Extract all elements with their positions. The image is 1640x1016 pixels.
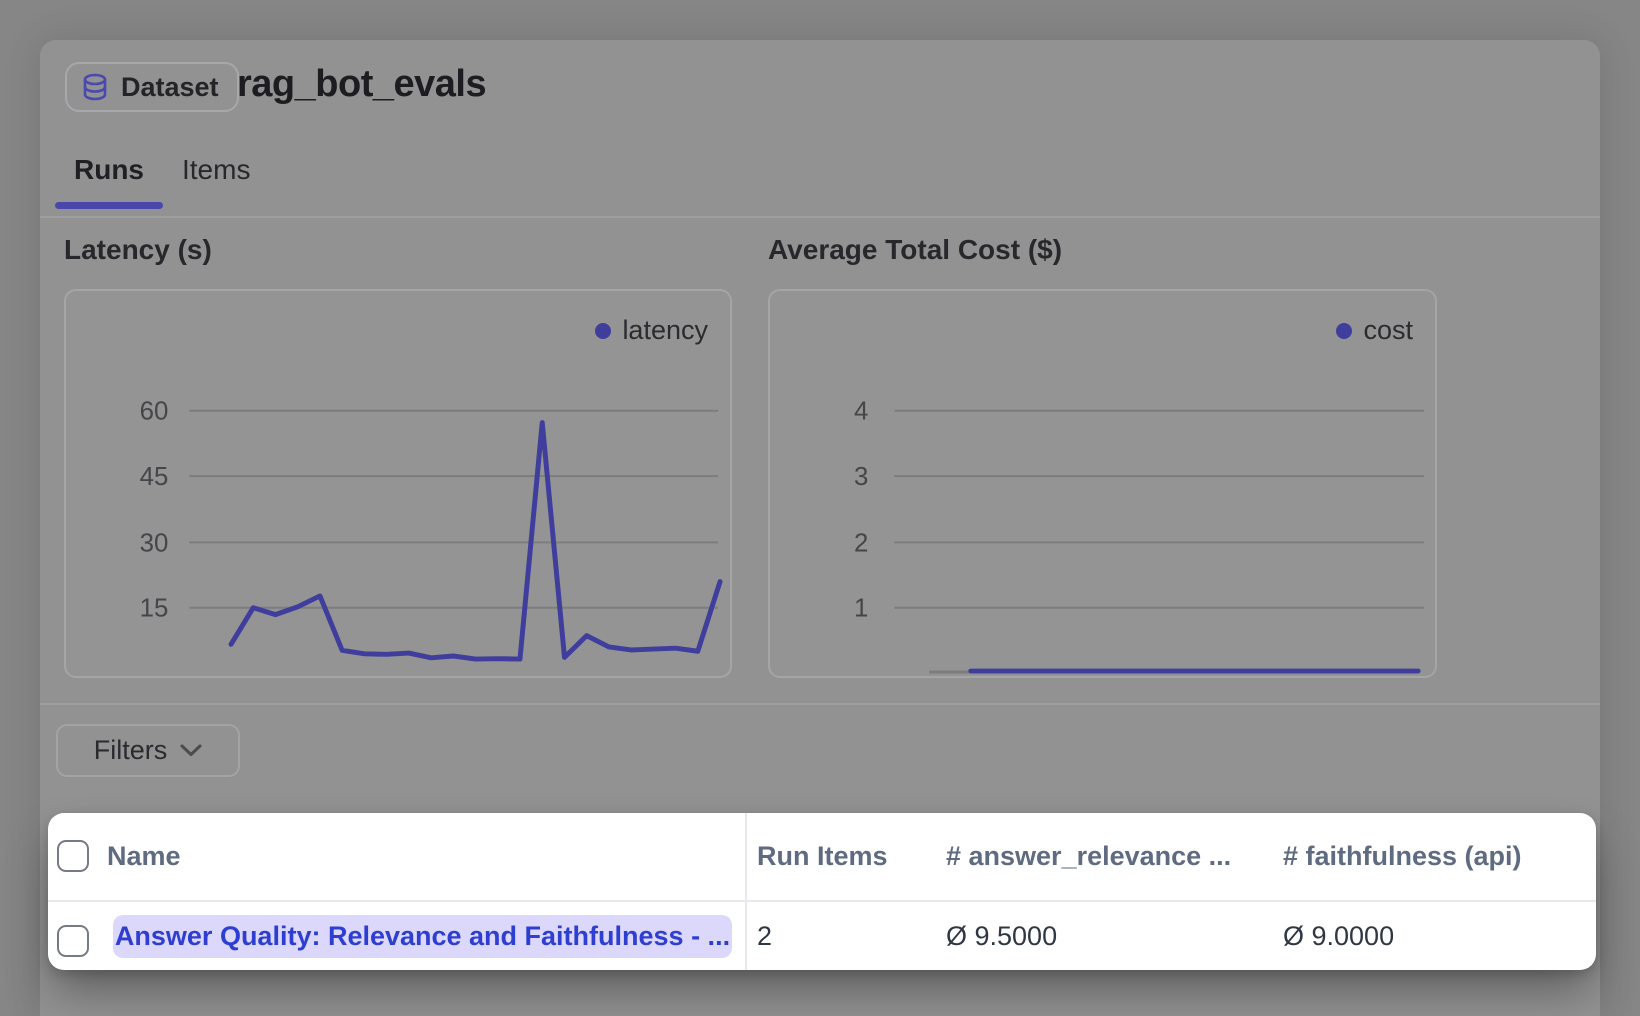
- column-header-run-items: Run Items: [757, 841, 888, 871]
- svg-text:3: 3: [854, 463, 868, 491]
- latency-chart-card: 60 45 30 15 latency: [64, 289, 732, 678]
- svg-text:1: 1: [854, 595, 868, 623]
- column-divider: [745, 813, 747, 970]
- latency-legend[interactable]: latency: [595, 315, 708, 346]
- svg-text:30: 30: [140, 529, 169, 557]
- cost-chart-card: 4 3 2 1 cost: [768, 289, 1437, 678]
- cost-line-chart: 4 3 2 1: [854, 398, 1425, 674]
- section-divider: [40, 703, 1600, 705]
- tab-items[interactable]: Items: [182, 154, 251, 185]
- runs-table: Name Run Items # answer_relevance ... # …: [48, 813, 1596, 970]
- svg-text:60: 60: [140, 398, 169, 426]
- filters-button[interactable]: Filters: [56, 724, 240, 777]
- row-checkbox[interactable]: [57, 925, 89, 957]
- dataset-detail-panel: Dataset rag_bot_evals Runs Items Latency…: [40, 40, 1600, 1016]
- filters-button-label: Filters: [93, 735, 168, 765]
- latency-legend-label: latency: [622, 315, 708, 345]
- column-header-faithfulness: # faithfulness (api): [1283, 841, 1522, 871]
- faithfulness-value: Ø 9.0000: [1283, 920, 1395, 951]
- column-header-name: Name: [107, 841, 181, 871]
- svg-text:2: 2: [854, 529, 868, 557]
- svg-text:4: 4: [854, 398, 868, 426]
- cost-chart-title: Average Total Cost ($): [768, 234, 1063, 265]
- tabs: Runs Items: [55, 146, 269, 209]
- latency-chart-title: Latency (s): [64, 234, 212, 265]
- page-title: rag_bot_evals: [237, 63, 487, 105]
- tabs-divider: [40, 216, 1600, 218]
- column-header-answer-relevance: # answer_relevance ...: [946, 841, 1232, 871]
- latency-line-chart: 60 45 30 15: [140, 398, 723, 662]
- svg-text:45: 45: [140, 463, 169, 491]
- header-row-divider: [48, 900, 1596, 902]
- tab-runs[interactable]: Runs: [55, 146, 163, 209]
- dataset-badge: Dataset: [65, 62, 239, 112]
- cost-legend[interactable]: cost: [1336, 315, 1413, 346]
- svg-text:15: 15: [140, 595, 169, 623]
- cost-legend-label: cost: [1363, 315, 1413, 345]
- select-all-checkbox[interactable]: [57, 840, 89, 872]
- run-name-link[interactable]: Answer Quality: Relevance and Faithfulne…: [113, 915, 732, 958]
- cost-legend-dot-icon: [1336, 322, 1353, 339]
- latency-legend-dot-icon: [595, 322, 612, 339]
- database-icon: [83, 73, 107, 101]
- answer-relevance-value: Ø 9.5000: [946, 920, 1058, 951]
- dataset-badge-label: Dataset: [121, 71, 219, 102]
- chevron-down-icon: [180, 744, 202, 756]
- run-items-value: 2: [757, 920, 773, 951]
